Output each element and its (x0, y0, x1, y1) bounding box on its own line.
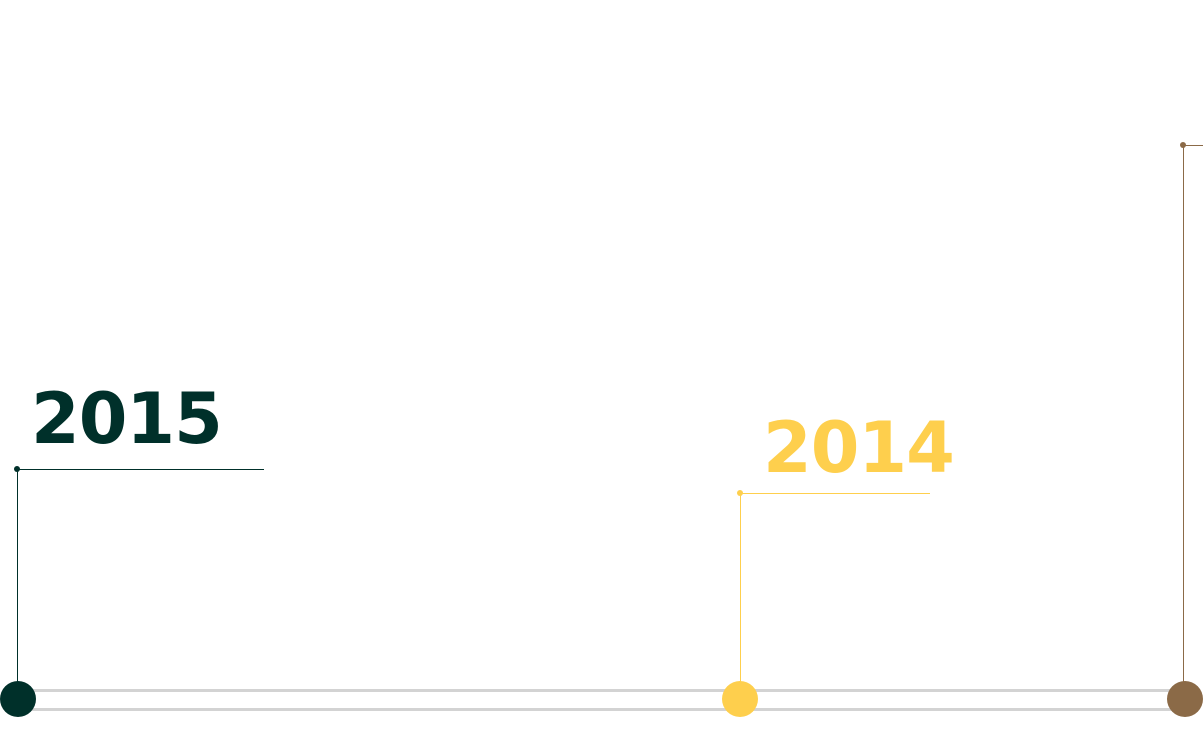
milestone-year: 2014 (763, 407, 955, 489)
timeline-node-2014[interactable] (722, 681, 758, 717)
connector-line (740, 493, 930, 494)
connector-line (1183, 145, 1184, 699)
milestone-year: 2015 (31, 378, 223, 460)
timeline-track (14, 689, 1189, 711)
timeline-node-next[interactable] (1167, 681, 1203, 717)
connector-line (17, 469, 264, 470)
timeline-node-2015[interactable] (0, 681, 36, 717)
connector-line (17, 469, 18, 699)
connector-line (1183, 145, 1203, 146)
connector-line (740, 493, 741, 699)
